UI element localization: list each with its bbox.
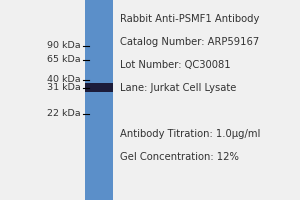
Text: Gel Concentration: 12%: Gel Concentration: 12% (120, 152, 239, 162)
Text: 40 kDa: 40 kDa (47, 75, 81, 84)
Text: Catalog Number: ARP59167: Catalog Number: ARP59167 (120, 37, 259, 47)
Text: Lane: Jurkat Cell Lysate: Lane: Jurkat Cell Lysate (120, 83, 236, 93)
Text: 90 kDa: 90 kDa (47, 42, 81, 50)
Text: Lot Number: QC30081: Lot Number: QC30081 (120, 60, 231, 70)
Text: Rabbit Anti-PSMF1 Antibody: Rabbit Anti-PSMF1 Antibody (120, 14, 260, 24)
Text: Antibody Titration: 1.0μg/ml: Antibody Titration: 1.0μg/ml (120, 129, 260, 139)
Text: 31 kDa: 31 kDa (47, 83, 81, 92)
Bar (85, 0, 112, 200)
Bar (85, 83, 112, 92)
Text: 22 kDa: 22 kDa (47, 110, 81, 118)
Text: 65 kDa: 65 kDa (47, 55, 81, 64)
